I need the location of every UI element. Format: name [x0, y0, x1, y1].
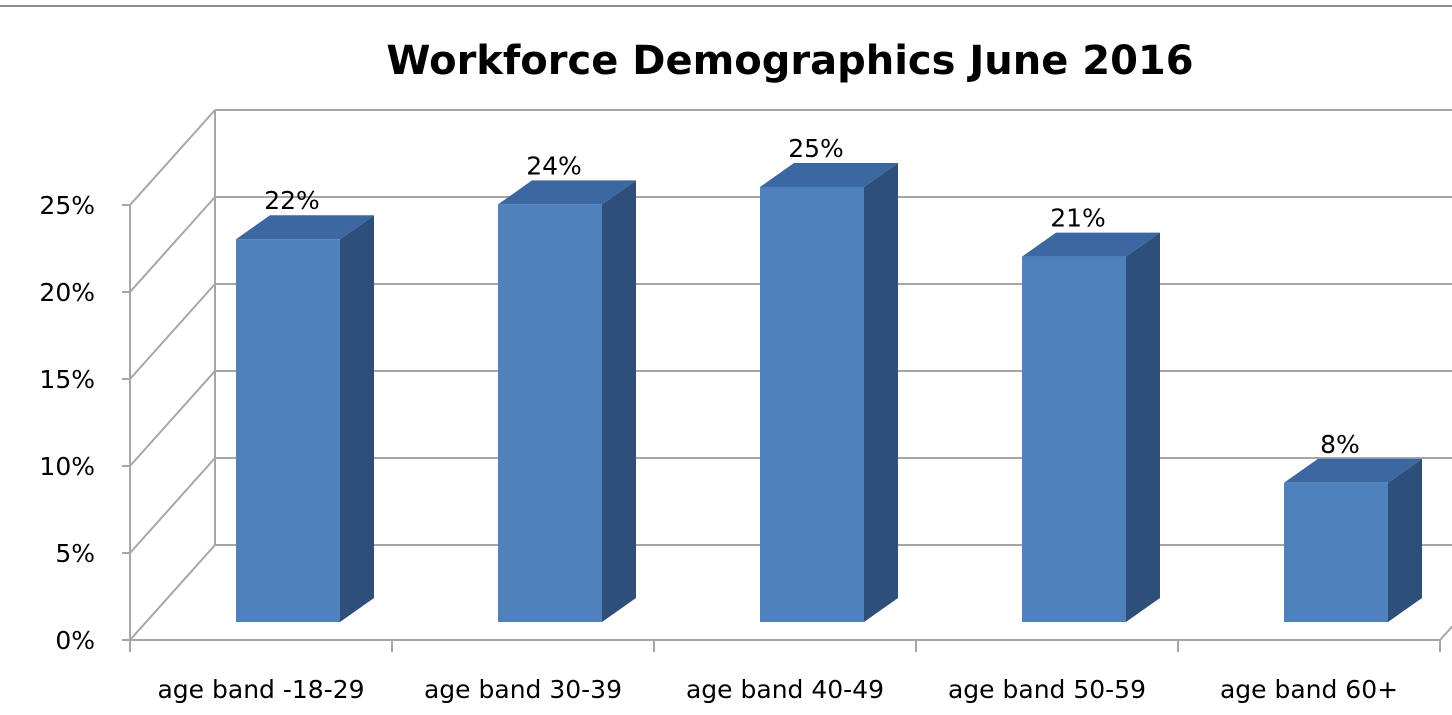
- gridline-diagonal: [129, 196, 216, 293]
- bar: [1022, 232, 1160, 622]
- x-tick-label: age band 30-39: [424, 675, 622, 704]
- x-axis: [129, 640, 1441, 652]
- x-tick-label: age band 60+: [1220, 675, 1398, 704]
- bar-top: [1284, 458, 1422, 483]
- bar: [236, 215, 374, 622]
- x-tick-label: age band -18-29: [157, 675, 364, 704]
- y-tick-label: 20%: [39, 278, 95, 307]
- data-label: 25%: [788, 134, 844, 163]
- data-labels: 22% 24% 25% 21% 8%: [264, 134, 1360, 459]
- x-tick-label: age band 50-59: [948, 675, 1146, 704]
- y-tick-label: 15%: [39, 365, 95, 394]
- gridline-diagonal: [129, 283, 216, 380]
- y-axis-ticks: 0% 5% 10% 15% 20% 25%: [39, 191, 130, 655]
- chart-title: Workforce Demographics June 2016: [386, 38, 1194, 84]
- x-tick-label: age band 40-49: [686, 675, 884, 704]
- gridline-diagonal: [129, 109, 216, 206]
- bar-top: [760, 163, 898, 187]
- data-label: 21%: [1050, 204, 1106, 233]
- y-tick-label: 0%: [55, 626, 95, 655]
- y-tick-label: 5%: [55, 539, 95, 568]
- bar: [1284, 458, 1422, 622]
- bar-top: [236, 215, 374, 240]
- bar-side: [864, 163, 898, 622]
- bar-front: [1284, 482, 1388, 622]
- data-label: 8%: [1320, 430, 1360, 459]
- gridline-diagonal: [129, 457, 216, 554]
- bar: [760, 163, 898, 622]
- bar-top: [1022, 232, 1160, 257]
- y-tick-label: 10%: [39, 452, 95, 481]
- bars: [236, 163, 1422, 622]
- chart-walls: [129, 110, 1452, 641]
- bar-side: [1126, 232, 1160, 622]
- bar-front: [760, 187, 864, 622]
- bar: [498, 180, 636, 622]
- bar-side: [602, 180, 636, 622]
- data-label: 24%: [526, 151, 582, 180]
- bar-top: [498, 180, 636, 205]
- bar-front: [1022, 256, 1126, 622]
- bar-front: [236, 239, 340, 622]
- data-label: 22%: [264, 186, 320, 215]
- floor-right-edge: [1439, 625, 1452, 641]
- bar-side: [1388, 458, 1422, 622]
- gridline-diagonal: [129, 544, 216, 641]
- y-tick-label: 25%: [39, 191, 95, 220]
- bar-side: [340, 215, 374, 622]
- x-axis-labels: age band -18-29 age band 30-39 age band 40…: [157, 675, 1398, 704]
- gridline-diagonal: [129, 370, 216, 467]
- bar-front: [498, 204, 602, 622]
